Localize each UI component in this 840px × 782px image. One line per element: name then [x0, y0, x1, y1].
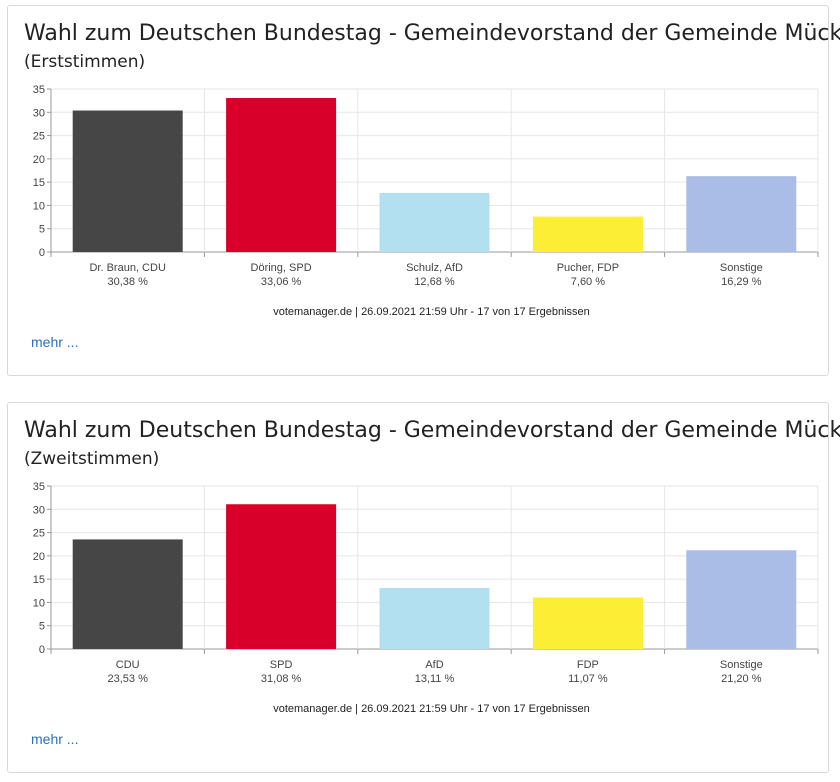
y-tick-label: 10 — [33, 597, 45, 609]
x-value-label: 7,60 % — [571, 276, 605, 288]
bar-chart-erststimmen: 0 5 10 15 20 25 30 35 Dr. Braun, CDU 30,38 % Dörin… — [33, 84, 819, 318]
y-tick-label: 30 — [33, 107, 45, 119]
bar-3 — [379, 192, 490, 252]
y-tick-label: 15 — [33, 177, 45, 189]
y-tick-label: 0 — [39, 247, 45, 259]
bar-5 — [686, 550, 797, 649]
y-tick-label: 15 — [33, 574, 45, 586]
bar-2 — [226, 98, 337, 253]
x-value-label: 31,08 % — [261, 673, 302, 685]
x-category-label: Sonstige — [720, 659, 763, 671]
x-category-label: CDU — [116, 659, 140, 671]
card-subtitle: (Zweitstimmen) — [24, 449, 160, 469]
more-link[interactable]: mehr ... — [31, 334, 79, 350]
card-title: Wahl zum Deutschen Bundestag - Gemeindev… — [24, 418, 840, 443]
x-category-label: Schulz, AfD — [406, 262, 463, 274]
y-tick-label: 35 — [33, 84, 45, 96]
bar-1 — [72, 539, 183, 649]
bar-1 — [72, 110, 183, 253]
x-category-label: AfD — [425, 659, 443, 671]
bar-4 — [532, 597, 643, 649]
bar-5 — [686, 176, 797, 252]
y-tick-label: 25 — [33, 131, 45, 143]
more-link[interactable]: mehr ... — [31, 731, 79, 747]
chart-source: votemanager.de | 26.09.2021 21:59 Uhr - … — [273, 306, 590, 318]
x-category-label: Pucher, FDP — [557, 262, 619, 274]
x-category-label: Dr. Braun, CDU — [89, 262, 165, 274]
result-card-zweitstimmen: Wahl zum Deutschen Bundestag - Gemeindev… — [7, 402, 840, 773]
x-category-label: Döring, SPD — [251, 262, 312, 274]
x-value-label: 23,53 % — [108, 673, 149, 685]
y-tick-label: 0 — [39, 644, 45, 656]
y-tick-label: 20 — [33, 154, 45, 166]
x-value-label: 21,20 % — [721, 673, 762, 685]
result-card-erststimmen: Wahl zum Deutschen Bundestag - Gemeindev… — [7, 5, 840, 376]
card-title: Wahl zum Deutschen Bundestag - Gemeindev… — [24, 21, 840, 46]
bar-chart-zweitstimmen: 0 5 10 15 20 25 30 35 CDU 23,53 % SPD 31,08 % AfD 13,… — [33, 481, 819, 715]
x-value-label: 33,06 % — [261, 276, 302, 288]
y-tick-label: 5 — [39, 224, 45, 236]
y-tick-label: 10 — [33, 200, 45, 212]
card-subtitle: (Erststimmen) — [24, 52, 146, 72]
x-category-label: SPD — [270, 659, 293, 671]
x-value-label: 12,68 % — [414, 276, 455, 288]
x-value-label: 11,07 % — [568, 673, 608, 685]
x-value-label: 30,38 % — [108, 276, 149, 288]
y-tick-label: 25 — [33, 528, 45, 540]
chart-source: votemanager.de | 26.09.2021 21:59 Uhr - … — [273, 703, 590, 715]
bar-2 — [226, 504, 337, 649]
y-tick-label: 5 — [39, 621, 45, 633]
x-category-label: Sonstige — [720, 262, 763, 274]
y-tick-label: 35 — [33, 481, 45, 493]
y-tick-label: 30 — [33, 504, 45, 516]
x-value-label: 13,11 % — [415, 673, 455, 685]
x-category-label: FDP — [577, 659, 599, 671]
bar-4 — [532, 216, 643, 252]
bar-3 — [379, 587, 490, 649]
y-tick-label: 20 — [33, 551, 45, 563]
x-value-label: 16,29 % — [721, 276, 762, 288]
